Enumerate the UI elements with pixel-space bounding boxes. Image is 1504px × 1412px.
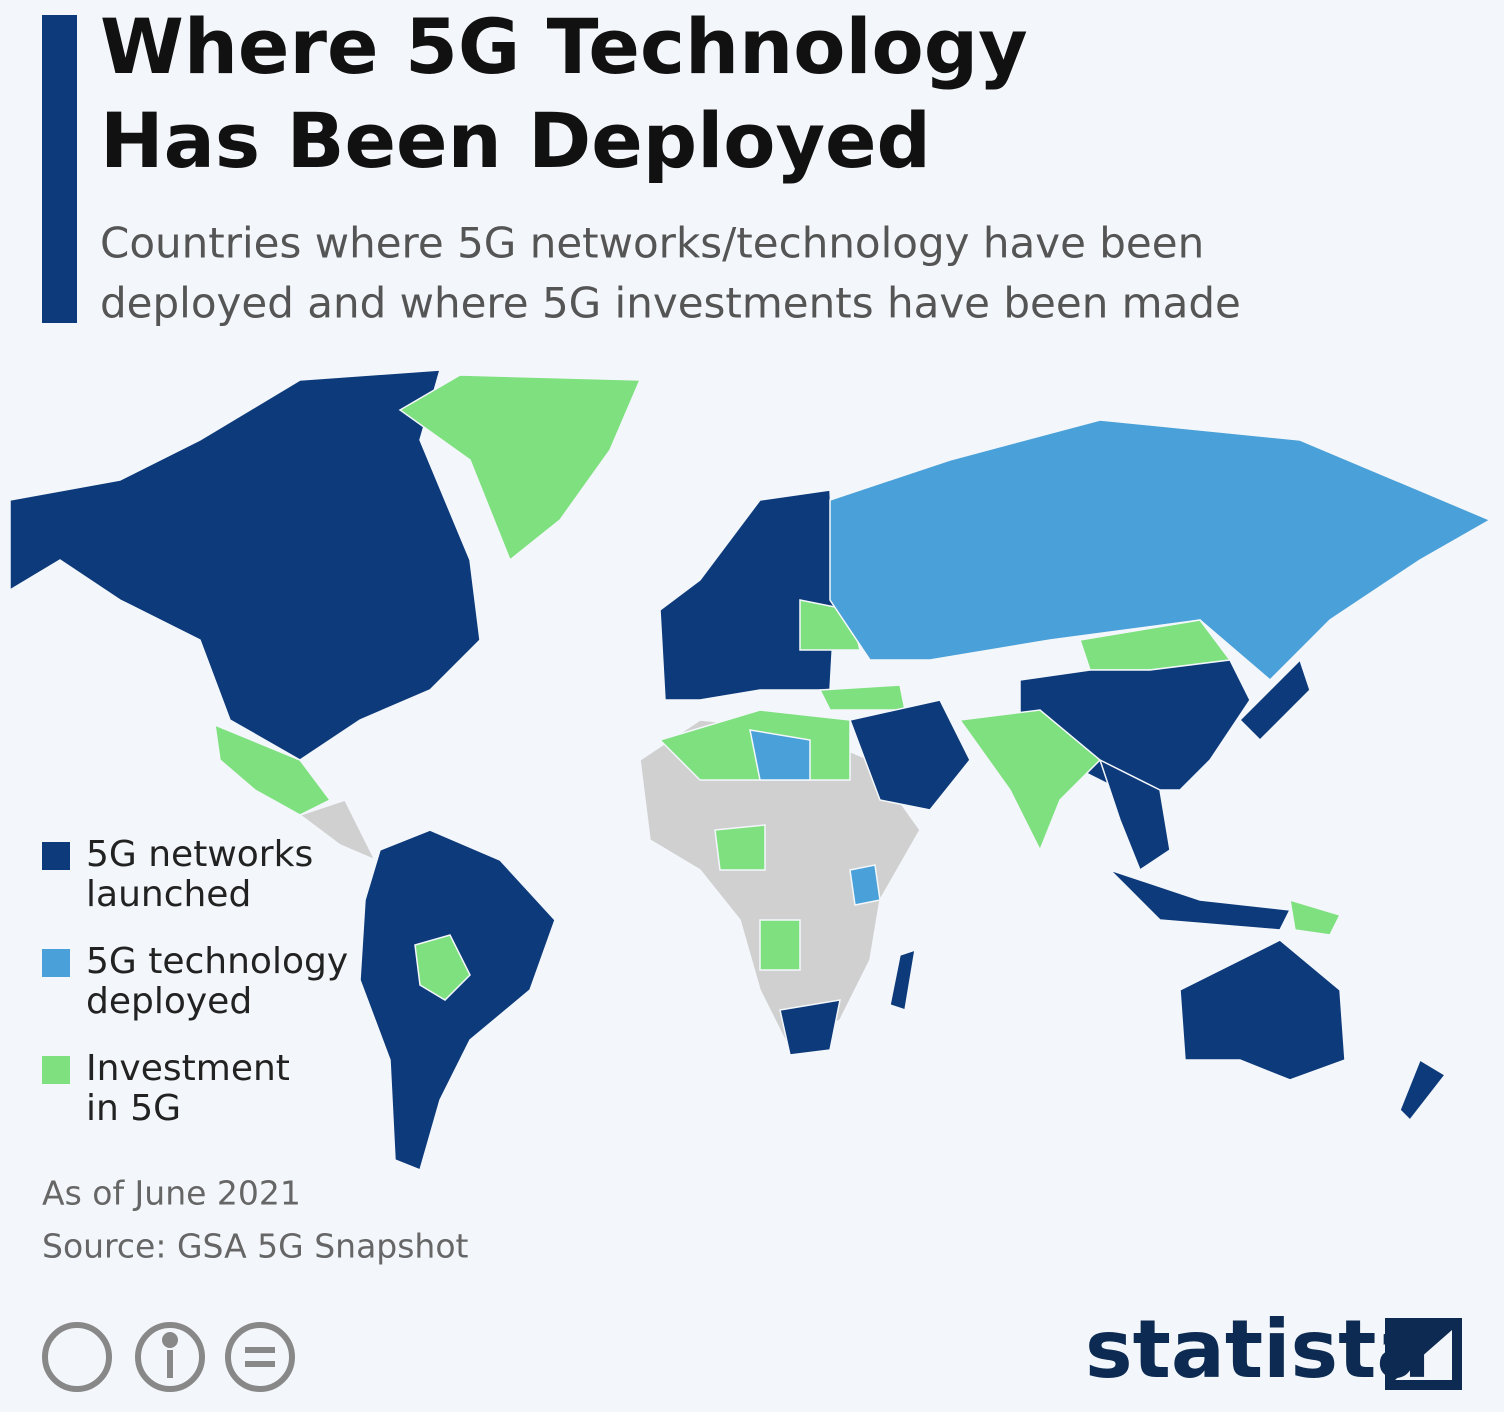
legend-label: 5G networks — [86, 834, 313, 875]
source: Source: GSA 5G Snapshot — [42, 1227, 469, 1266]
title-line: Has Been Deployed — [100, 96, 931, 185]
angola — [759, 919, 801, 971]
world-map — [9, 369, 1492, 1172]
nigeria — [714, 824, 766, 871]
by-mark — [162, 1332, 178, 1348]
southeast-asia — [1098, 758, 1171, 872]
australia — [1179, 939, 1346, 1081]
legend-swatch — [42, 949, 70, 977]
license-icons — [42, 1322, 295, 1392]
brand-logo — [1385, 1318, 1462, 1390]
accent-bar — [42, 15, 77, 323]
south-africa — [779, 999, 841, 1056]
bolivia — [414, 934, 471, 1001]
kenya — [849, 864, 881, 906]
russia — [829, 419, 1492, 682]
greenland — [398, 374, 642, 562]
legend-label: in 5G — [86, 1088, 181, 1129]
indonesia — [1109, 869, 1292, 931]
title-line: Where 5G Technology — [100, 2, 1028, 91]
brand: statista — [1085, 1303, 1430, 1396]
libya — [749, 729, 811, 781]
middle-east — [848, 699, 971, 811]
north-america — [9, 369, 481, 761]
legend-label: deployed — [86, 981, 252, 1022]
india — [958, 709, 1102, 852]
legend-swatch — [42, 1056, 70, 1084]
south-america — [359, 829, 556, 1172]
legend-label: launched — [86, 874, 251, 915]
note: As of June 2021 — [42, 1174, 301, 1213]
legend-swatch — [42, 842, 70, 870]
central-america — [298, 799, 377, 862]
subtitle-line: Countries where 5G networks/technology h… — [100, 219, 1204, 268]
legend-label: 5G technology — [86, 941, 348, 982]
cc-icon — [42, 1322, 112, 1392]
japan — [1238, 658, 1311, 742]
legend-label: Investment — [86, 1048, 290, 1089]
by-icon — [135, 1322, 205, 1392]
turkey — [818, 684, 906, 711]
subtitle-line: deployed and where 5G investments have b… — [100, 279, 1241, 328]
new-zealand — [1399, 1058, 1447, 1122]
papua-new-guinea — [1289, 898, 1342, 936]
nd-icon — [225, 1322, 295, 1392]
madagascar — [889, 948, 916, 1011]
